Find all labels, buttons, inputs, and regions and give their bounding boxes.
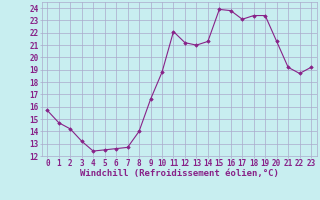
X-axis label: Windchill (Refroidissement éolien,°C): Windchill (Refroidissement éolien,°C) bbox=[80, 169, 279, 178]
